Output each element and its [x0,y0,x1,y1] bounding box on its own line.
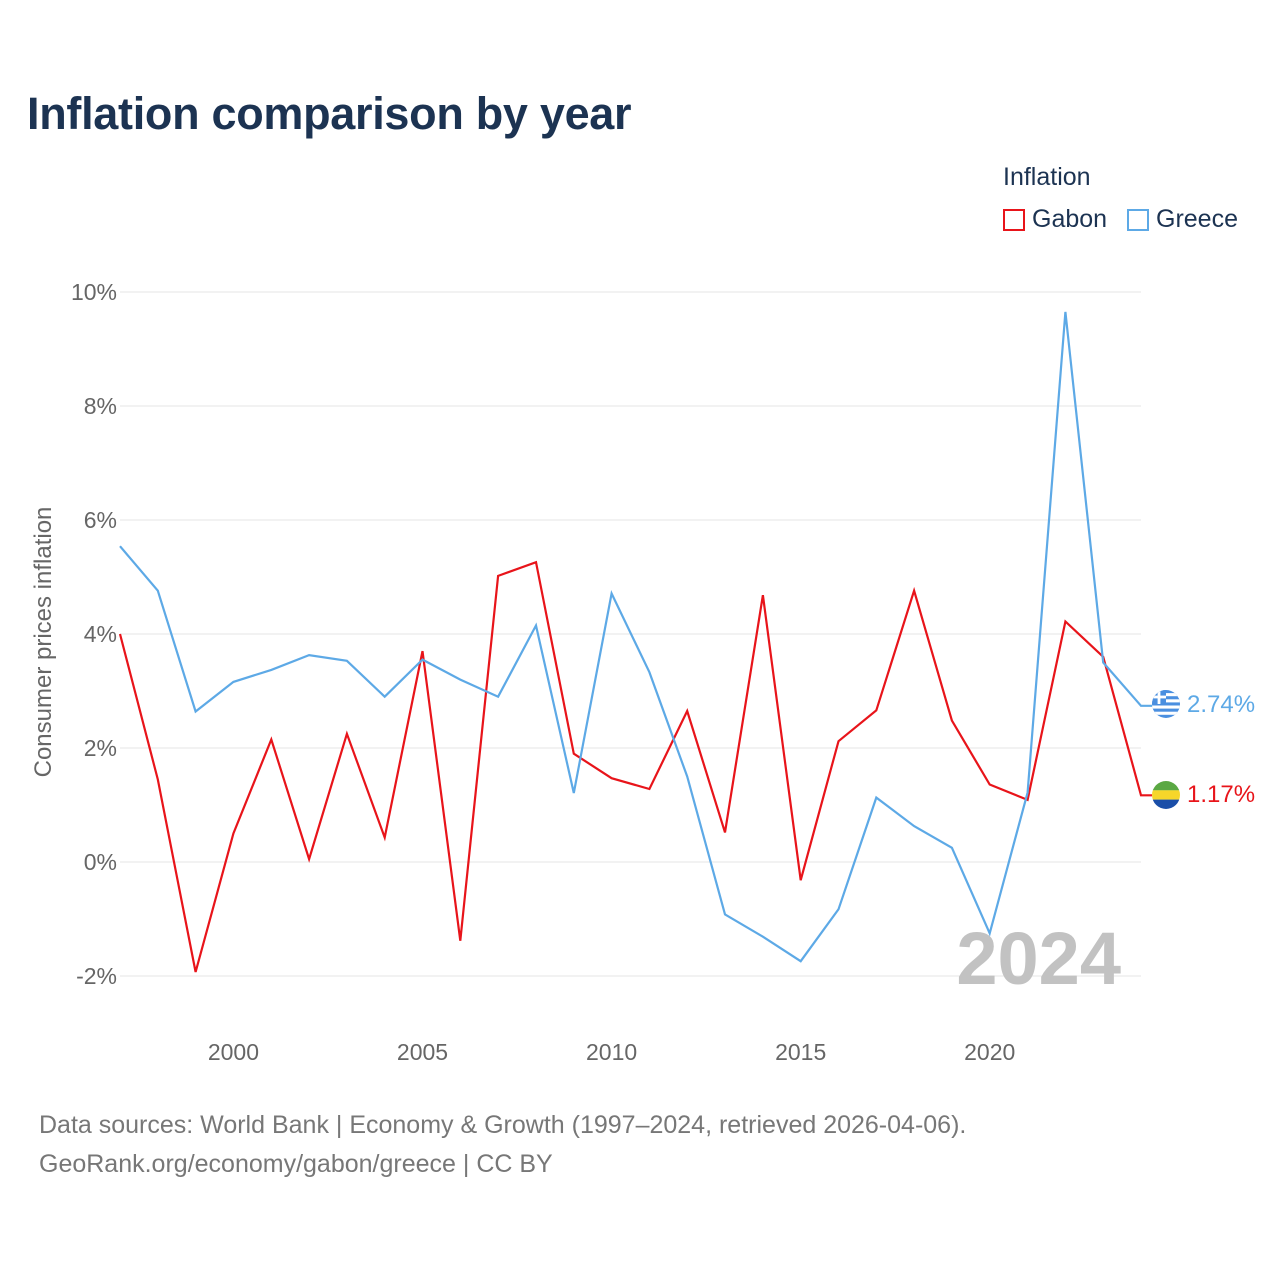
series-line-greece[interactable] [119,311,1152,963]
legend-item-greece[interactable]: Greece [1127,205,1238,234]
greece-end-label: 2.74% [1187,691,1255,718]
gabon-end-label: 1.17% [1187,781,1255,808]
x-tick-label: 2005 [397,1039,448,1065]
y-tick-label: 8% [84,393,117,419]
y-axis-title: Consumer prices inflation [30,507,57,778]
y-tick-label: 2% [84,735,117,761]
footer: Data sources: World Bank | Economy & Gro… [39,1106,966,1184]
y-tick-label: 4% [84,621,117,647]
footer-link[interactable]: GeoRank.org/economy/gabon/greece | CC BY [39,1150,553,1178]
x-tick-label: 2010 [586,1039,637,1065]
legend-label-greece: Greece [1156,205,1238,233]
y-tick-label: 0% [84,849,117,875]
legend-swatch-greece [1127,208,1149,231]
y-tick-label: 6% [84,507,117,533]
gabon-flag-icon [1152,781,1180,809]
legend-swatch-gabon [1003,208,1025,231]
x-tick-label: 2020 [964,1039,1015,1065]
footer-source: Data sources: World Bank | Economy & Gro… [39,1111,967,1139]
chart-title: Inflation comparison by year [27,88,632,139]
x-tick-label: 2015 [775,1039,826,1065]
y-tick-label: 10% [71,279,117,305]
x-tick-label: 2000 [208,1039,259,1065]
greece-flag-icon [1152,690,1180,718]
series-lines [118,311,1152,973]
series-line-gabon[interactable] [118,560,1152,973]
legend-title: Inflation [1003,163,1091,191]
legend-item-gabon[interactable]: Gabon [1003,205,1107,234]
y-tick-label: -2% [76,963,117,989]
legend-label-gabon: Gabon [1032,205,1108,233]
axis-ticks: 10% 8% 6% 4% 2% 0% -2% 2000 2005 2010 2015 2020 [71,279,1015,1065]
year-watermark: 2024 [956,917,1121,1000]
